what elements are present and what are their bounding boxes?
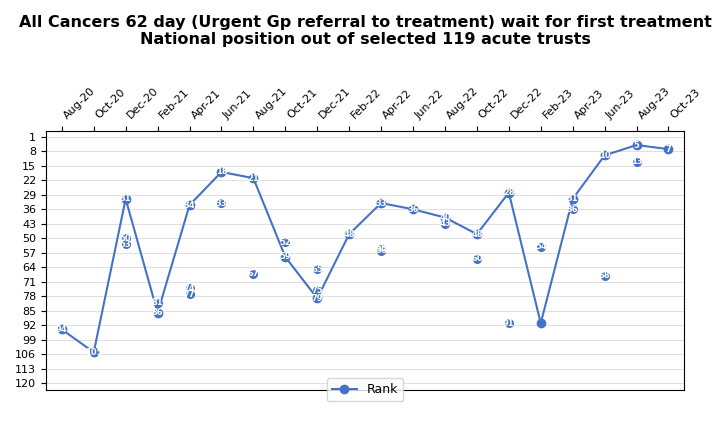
- Point: [567, 206, 578, 213]
- Title: All Cancers 62 day (Urgent Gp referral to treatment) wait for first treatment
Na: All Cancers 62 day (Urgent Gp referral t…: [19, 15, 712, 48]
- Point: [439, 221, 451, 227]
- Point: [152, 299, 163, 306]
- Point: [375, 245, 387, 252]
- Rank: [122, 196, 130, 201]
- Point: [311, 287, 323, 293]
- Text: 55: 55: [375, 244, 387, 253]
- Rank: [345, 232, 354, 237]
- Text: 60: 60: [471, 255, 482, 264]
- Text: 67: 67: [247, 269, 260, 278]
- Text: 81: 81: [152, 298, 163, 307]
- Rank: [281, 254, 290, 259]
- Rank: [217, 169, 226, 174]
- Text: 43: 43: [439, 219, 451, 228]
- Text: 7: 7: [666, 145, 672, 154]
- Text: 53: 53: [120, 240, 132, 249]
- Text: 105: 105: [85, 348, 103, 357]
- Legend: Rank: Rank: [327, 378, 403, 402]
- Point: [599, 272, 610, 279]
- Text: 13: 13: [631, 157, 642, 166]
- Rank: [441, 215, 449, 220]
- Text: 34: 34: [184, 201, 196, 210]
- Rank: [664, 147, 673, 152]
- Text: 5: 5: [633, 141, 639, 149]
- Text: 21: 21: [247, 174, 260, 183]
- Text: 31: 31: [120, 195, 132, 203]
- Text: 48: 48: [471, 229, 482, 239]
- Rank: [58, 327, 66, 332]
- Text: 33: 33: [216, 199, 227, 208]
- Rank: [472, 232, 481, 237]
- Rank: [186, 203, 194, 208]
- Text: 10: 10: [599, 151, 610, 160]
- Point: [184, 291, 196, 298]
- Text: 91: 91: [503, 319, 515, 328]
- Text: 74: 74: [184, 283, 196, 293]
- Rank: [536, 321, 545, 326]
- Text: 18: 18: [216, 168, 227, 176]
- Point: [247, 270, 259, 277]
- Text: 33: 33: [375, 199, 387, 208]
- Point: [120, 235, 132, 242]
- Text: 48: 48: [344, 229, 355, 239]
- Text: 52: 52: [280, 238, 291, 247]
- Rank: [313, 296, 321, 301]
- Point: [375, 248, 387, 254]
- Text: 40: 40: [439, 213, 451, 222]
- Point: [503, 320, 515, 327]
- Point: [216, 200, 227, 206]
- Text: 65: 65: [311, 265, 323, 274]
- Rank: [600, 153, 609, 158]
- Rank: [568, 196, 577, 201]
- Rank: [377, 200, 385, 205]
- Point: [535, 243, 546, 250]
- Line: Rank: Rank: [58, 141, 673, 357]
- Text: 68: 68: [599, 271, 610, 280]
- Rank: [249, 176, 257, 181]
- Point: [311, 266, 323, 273]
- Point: [280, 239, 291, 246]
- Text: 36: 36: [567, 205, 579, 214]
- Point: [184, 285, 196, 291]
- Text: 75: 75: [311, 285, 323, 295]
- Text: 31: 31: [567, 195, 579, 203]
- Text: 56: 56: [375, 246, 387, 255]
- Text: 28: 28: [503, 188, 515, 197]
- Point: [631, 158, 642, 165]
- Point: [471, 256, 482, 262]
- Rank: [89, 350, 98, 355]
- Text: 59: 59: [280, 253, 291, 261]
- Rank: [408, 207, 417, 212]
- Rank: [632, 142, 641, 147]
- Text: 36: 36: [407, 205, 419, 214]
- Text: 50: 50: [120, 234, 132, 243]
- Text: 86: 86: [152, 308, 163, 317]
- Rank: [505, 190, 513, 195]
- Text: 77: 77: [184, 290, 196, 299]
- Rank: [153, 310, 162, 315]
- Text: 79: 79: [311, 294, 323, 303]
- Text: 54: 54: [535, 242, 546, 251]
- Text: 94: 94: [56, 325, 68, 334]
- Point: [120, 241, 132, 248]
